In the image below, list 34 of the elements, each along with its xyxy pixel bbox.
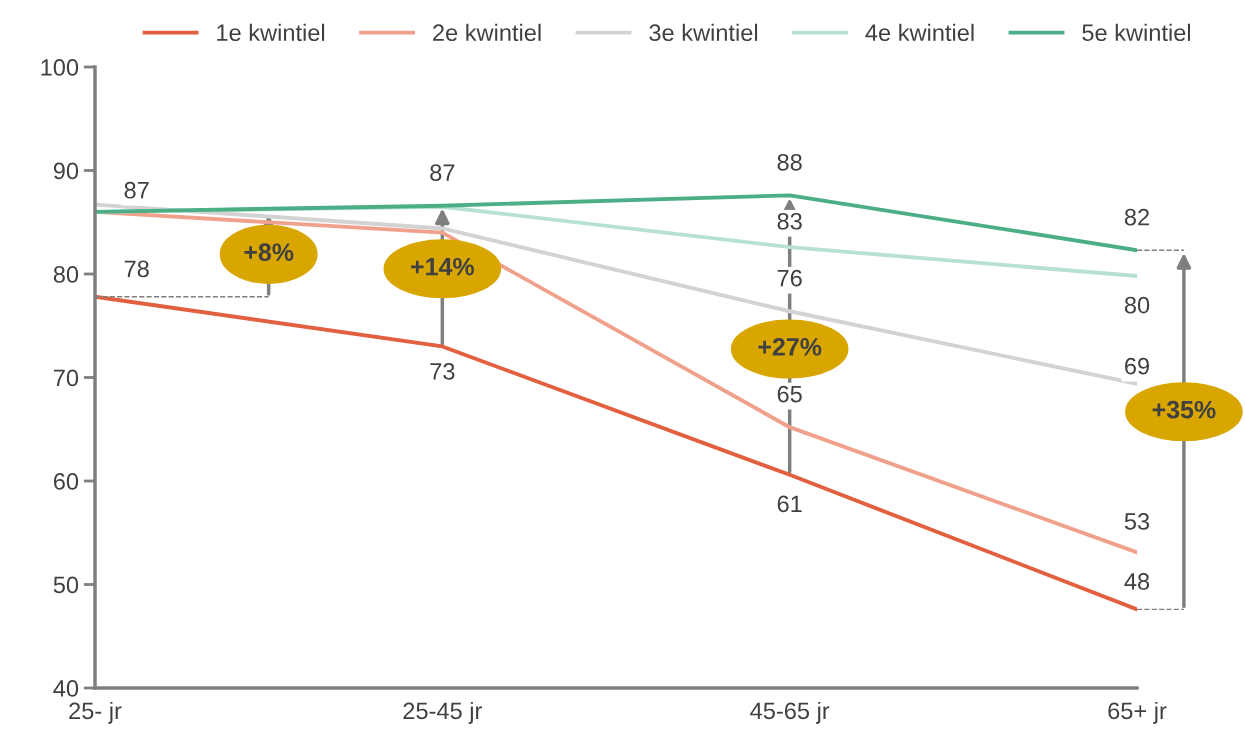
legend-label: 4e kwintiel	[865, 23, 974, 42]
text: +35%	[1152, 400, 1216, 419]
x-tick-label: 25-45 jr	[403, 701, 482, 724]
y-tick-label: 70	[53, 369, 79, 387]
y-tick-label: 90	[53, 162, 79, 180]
legend-label: 5e kwintiel	[1082, 23, 1191, 42]
y-tick-label: 60	[53, 473, 79, 490]
data-label: 48	[1124, 573, 1150, 590]
legend-label: 3e kwintiel	[649, 23, 758, 42]
annotation: +27%	[758, 338, 822, 356]
data-label: 76	[777, 269, 802, 287]
data-label: 88	[777, 153, 802, 171]
data-label: 53	[1124, 513, 1150, 530]
data-label: 73	[430, 362, 455, 380]
data-label: 61	[777, 495, 802, 513]
data-label: 65	[777, 385, 802, 403]
data-label: 82	[1124, 208, 1149, 226]
annotation: +8%	[244, 243, 294, 262]
x-tick-label: 45-65 jr	[750, 701, 830, 724]
y-tick-label: 40	[53, 680, 79, 697]
y-tick-label: 50	[53, 576, 79, 594]
x-tick-label: 65+ jr	[1108, 701, 1167, 724]
legend-label: 1e kwintiel	[217, 23, 325, 42]
data-label: 87	[124, 181, 149, 199]
x-tick-label: 25- jr	[69, 701, 122, 724]
data-label: 69	[1125, 357, 1150, 375]
y-tick-label: 100	[41, 59, 79, 76]
legend-label: 2e kwintiel	[433, 23, 541, 42]
data-label: 80	[1124, 296, 1150, 314]
data-label: 87	[430, 164, 455, 181]
annotation: +14%	[411, 257, 474, 276]
y-tick-label: 80	[53, 266, 79, 283]
data-label: 83	[777, 212, 802, 230]
data-label: 78	[124, 260, 149, 278]
